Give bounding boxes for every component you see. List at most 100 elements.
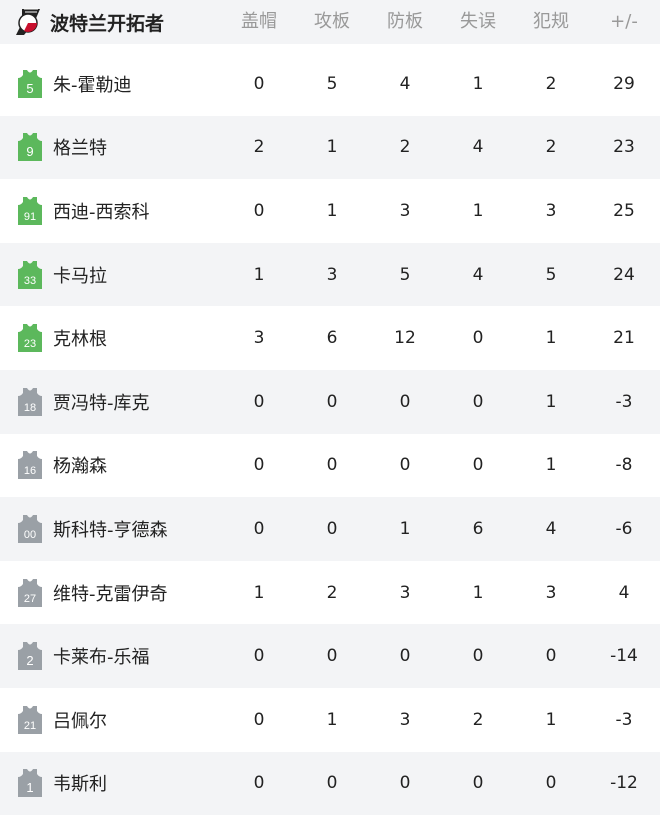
player-row[interactable]: 33 卡马拉 1 3 5 4 5 24	[0, 242, 660, 307]
stat-cell: 1	[253, 582, 265, 603]
stat-cell: 3	[399, 709, 411, 730]
player-row[interactable]: 00 斯科特-亨德森 0 0 1 6 4 -6	[0, 497, 660, 561]
jersey-number: 21	[24, 720, 36, 732]
player-name[interactable]: 贾冯特-库克	[53, 392, 150, 414]
player-name[interactable]: 西迪-西索科	[53, 201, 150, 223]
player-row[interactable]: 21 吕佩尔 0 1 3 2 1 -3	[0, 687, 660, 752]
player-name[interactable]: 吕佩尔	[53, 710, 107, 732]
stat-cell: 1	[253, 264, 265, 285]
table-header: 波特兰开拓者 盖帽 攻板 防板 失误 犯规 +/-	[0, 0, 660, 44]
stat-cell: 3	[326, 264, 338, 285]
stat-cell: 0	[472, 455, 484, 476]
player-row[interactable]: 18 贾冯特-库克 0 0 0 0 1 -3	[0, 369, 660, 434]
stat-cell: 1	[472, 73, 484, 94]
stat-cell: 0	[399, 773, 411, 794]
stat-cell: 1	[399, 518, 411, 539]
stat-cell: -6	[615, 518, 633, 539]
stat-cell: 4	[472, 137, 484, 158]
stat-cell: 0	[326, 518, 338, 539]
jersey-number: 5	[26, 81, 33, 96]
jersey-number: 91	[24, 211, 36, 223]
team-title[interactable]: 波特兰开拓者	[14, 0, 164, 44]
player-row[interactable]: 5 朱-霍勒迪 0 5 4 1 2 29	[0, 52, 660, 116]
column-fouls: 犯规	[533, 11, 569, 32]
team-name: 波特兰开拓者	[50, 12, 165, 35]
stat-cell: 4	[472, 264, 484, 285]
player-name[interactable]: 卡莱布-乐福	[53, 647, 150, 669]
stat-cell: 3	[545, 582, 557, 603]
stat-cell: 0	[472, 391, 484, 412]
jersey-icon: 33	[18, 260, 42, 289]
stat-cell: 21	[613, 328, 635, 349]
player-row[interactable]: 16 杨瀚森 0 0 0 0 1 -8	[0, 433, 660, 498]
jersey-icon: 00	[18, 514, 42, 543]
jersey-icon: 16	[18, 451, 42, 480]
player-row[interactable]: 23 克林根 3 6 12 0 1 21	[0, 306, 660, 370]
player-name[interactable]: 韦斯利	[53, 774, 107, 796]
player-row[interactable]: 2 卡莱布-乐福 0 0 0 0 0 -14	[0, 624, 660, 688]
stat-cell: 1	[326, 200, 338, 221]
column-plus-minus: +/-	[610, 11, 638, 32]
player-name[interactable]: 杨瀚森	[53, 456, 107, 478]
stat-cell: 24	[613, 264, 635, 285]
stat-cell: 0	[253, 73, 265, 94]
jersey-icon: 23	[18, 324, 42, 353]
stat-cell: 0	[399, 455, 411, 476]
jersey-icon: 9	[18, 133, 42, 162]
stat-cell: 3	[253, 328, 265, 349]
stat-cell: 2	[253, 137, 265, 158]
player-name[interactable]: 克林根	[53, 329, 107, 351]
stat-cell: 12	[394, 328, 416, 349]
player-name[interactable]: 朱-霍勒迪	[53, 74, 132, 96]
stat-cell: 4	[545, 518, 557, 539]
stat-cell: 6	[472, 518, 484, 539]
column-turnovers: 失误	[460, 11, 496, 32]
player-row[interactable]: 1 韦斯利 0 0 0 0 0 -12	[0, 751, 660, 815]
jersey-icon: 21	[18, 705, 42, 734]
stat-cell: 4	[618, 582, 630, 603]
jersey-icon: 2	[18, 642, 42, 671]
jersey-icon: 27	[18, 578, 42, 607]
stat-cell: 5	[399, 264, 411, 285]
stat-cell: 0	[253, 709, 265, 730]
stat-cell: -14	[610, 646, 638, 667]
player-name[interactable]: 维特-克雷伊奇	[53, 583, 168, 605]
player-name[interactable]: 格兰特	[53, 138, 107, 160]
jersey-number: 27	[24, 593, 36, 605]
jersey-number: 18	[24, 402, 36, 414]
stat-cell: 0	[326, 646, 338, 667]
player-name[interactable]: 斯科特-亨德森	[53, 519, 168, 541]
stat-cell: 3	[545, 200, 557, 221]
player-row[interactable]: 91 西迪-西索科 0 1 3 1 3 25	[0, 179, 660, 243]
stat-cell: 0	[399, 391, 411, 412]
jersey-number: 33	[24, 275, 36, 287]
stat-cell: 0	[326, 391, 338, 412]
player-row[interactable]: 9 格兰特 2 1 2 4 2 23	[0, 115, 660, 180]
stat-cell: 0	[472, 646, 484, 667]
jersey-number: 9	[26, 144, 33, 159]
stat-cell: 0	[253, 455, 265, 476]
trail-blazers-logo-icon	[16, 8, 40, 35]
jersey-icon: 1	[18, 769, 42, 798]
stat-cell: 0	[399, 646, 411, 667]
jersey-number: 1	[26, 780, 33, 795]
jersey-icon: 5	[18, 69, 42, 98]
stat-cell: 1	[326, 137, 338, 158]
stat-cell: 4	[399, 73, 411, 94]
player-row[interactable]: 27 维特-克雷伊奇 1 2 3 1 3 4	[0, 560, 660, 625]
stat-cell: 1	[472, 582, 484, 603]
stat-cell: 1	[545, 328, 557, 349]
column-blocks: 盖帽	[241, 11, 277, 32]
stat-cell: 0	[545, 646, 557, 667]
stat-cell: 1	[545, 391, 557, 412]
stat-cell: 3	[399, 582, 411, 603]
stat-cell: 0	[253, 391, 265, 412]
column-def-rebounds: 防板	[387, 11, 423, 32]
stat-cell: -12	[610, 773, 638, 794]
stat-cell: 0	[472, 773, 484, 794]
stat-cell: 6	[326, 328, 338, 349]
stat-cell: -3	[615, 391, 633, 412]
jersey-number: 16	[24, 465, 36, 477]
player-name[interactable]: 卡马拉	[53, 265, 107, 287]
stat-cell: 23	[613, 137, 635, 158]
